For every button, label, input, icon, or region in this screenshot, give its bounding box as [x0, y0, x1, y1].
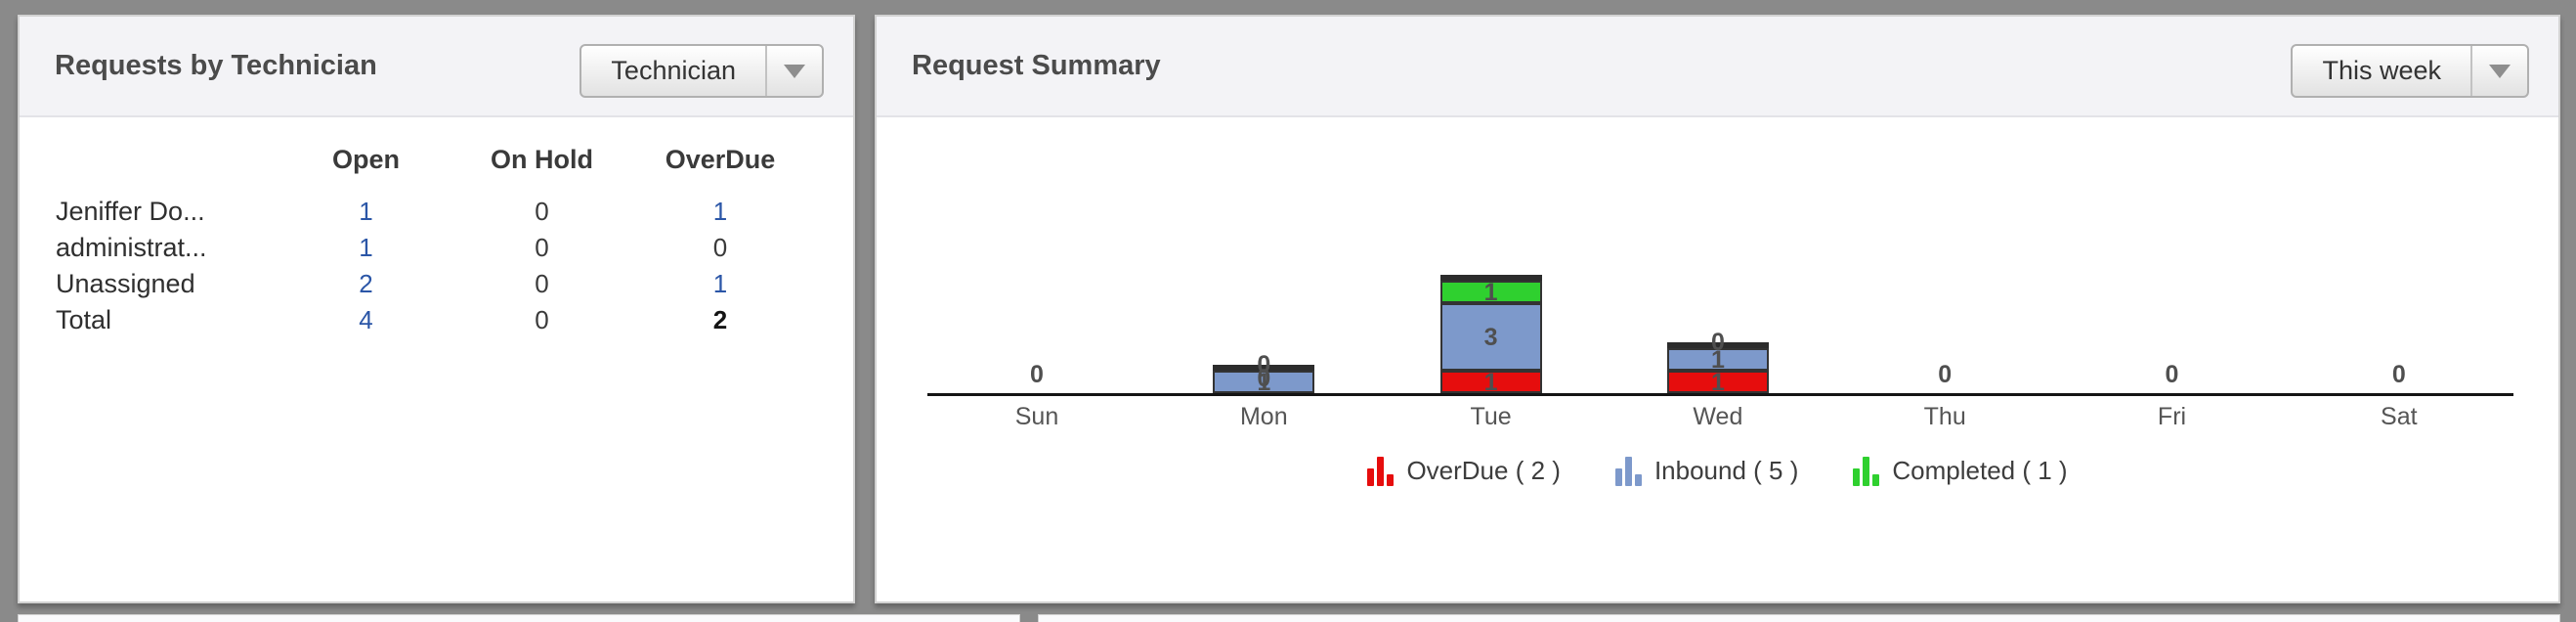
legend-completed-bars-icon: [1853, 455, 1880, 486]
legend-overdue-bars-icon: [1367, 455, 1395, 486]
count-open[interactable]: 2: [359, 269, 373, 298]
day-label-thu: Thu: [1923, 403, 1966, 430]
panel-header: Requests by Technician Technician: [20, 17, 853, 117]
count-overdue: 2: [712, 305, 728, 334]
legend-item-completed[interactable]: Completed ( 1 ): [1853, 455, 2068, 486]
panel-header: Request Summary This week: [877, 17, 2558, 117]
count-open[interactable]: 1: [359, 233, 373, 262]
table-row: administrat... 1 0 0: [56, 230, 789, 266]
technician-name: Unassigned: [56, 269, 195, 298]
bar-segment-completed-tue[interactable]: [1439, 281, 1542, 303]
legend-item-overdue[interactable]: OverDue ( 2 ): [1367, 455, 1561, 486]
period-filter-dropdown[interactable]: This week: [2291, 44, 2529, 98]
legend-inbound-bars-icon: [1614, 455, 1642, 486]
day-label-sun: Sun: [1014, 403, 1059, 430]
chevron-down-icon[interactable]: [2470, 46, 2527, 96]
value-label-overdue-sun: 0: [1030, 361, 1044, 388]
day-label-sat: Sat: [2381, 403, 2418, 430]
bar-segment-overdue-wed[interactable]: [1666, 371, 1769, 393]
column-header-overdue: OverDue: [665, 145, 776, 174]
value-label-completed-mon: 0: [1257, 351, 1271, 378]
bar-segment-overdue-tue[interactable]: [1439, 371, 1542, 393]
value-label-overdue-tue: 1: [1483, 368, 1498, 396]
count-onhold: 0: [535, 305, 549, 334]
technician-name: Jeniffer Do...: [56, 197, 205, 226]
value-label-overdue-sat: 0: [2391, 361, 2406, 388]
technician-table-head: Open On Hold OverDue: [56, 145, 789, 194]
x-axis-line: [927, 393, 2513, 396]
request-summary-panel: Request Summary This week Sun 0 Mon 0 1 0 Tue 1…: [875, 15, 2560, 603]
value-label-inbound-tue: 3: [1483, 323, 1498, 351]
count-onhold: 0: [535, 233, 549, 262]
value-label-inbound-mon: 1: [1257, 368, 1271, 396]
bar-segment-inbound-mon[interactable]: [1213, 371, 1315, 393]
bar-segment-inbound-tue[interactable]: [1439, 303, 1542, 371]
value-label-completed-tue: 1: [1483, 278, 1498, 306]
chart-legend: OverDue ( 2 ) Inbound ( 5 ) Completed ( 1 …: [877, 455, 2558, 486]
technician-table: Open On Hold OverDue Jeniffer Do... 1 0 1 admi…: [56, 145, 789, 338]
next-row-panel-edge: [18, 614, 1020, 622]
count-onhold: 0: [535, 197, 549, 226]
count-onhold: 0: [535, 269, 549, 298]
legend-label: OverDue ( 2 ): [1406, 455, 1561, 485]
day-label-mon: Mon: [1239, 403, 1288, 430]
technician-filter-dropdown[interactable]: Technician: [580, 44, 824, 98]
requests-by-technician-panel: Requests by Technician Technician Open On…: [18, 15, 855, 603]
panel-title: Requests by Technician: [55, 50, 377, 81]
value-label-completed-wed: 0: [1710, 329, 1725, 356]
count-overdue[interactable]: 1: [712, 197, 728, 226]
bar-top-cap: [1213, 365, 1315, 371]
count-overdue[interactable]: 1: [712, 269, 728, 298]
count-open[interactable]: 1: [359, 197, 373, 226]
day-label-tue: Tue: [1470, 403, 1512, 430]
day-label-wed: Wed: [1693, 403, 1743, 430]
next-row-panel-edge: [1038, 614, 2560, 622]
table-row: Total 4 0 2: [56, 302, 789, 338]
technician-name: Total: [56, 305, 112, 334]
technician-name: administrat...: [56, 233, 207, 262]
bar-top-cap: [1666, 342, 1769, 348]
dropdown-selected-value: This week: [2322, 56, 2441, 85]
value-label-overdue-thu: 0: [1938, 361, 1953, 388]
legend-label: Completed ( 1 ): [1892, 455, 2068, 485]
legend-item-inbound[interactable]: Inbound ( 5 ): [1614, 455, 1799, 486]
chevron-down-icon[interactable]: [765, 46, 822, 96]
column-header-blank: [56, 145, 300, 194]
dropdown-selected-value: Technician: [611, 56, 736, 85]
value-label-inbound-wed: 1: [1710, 345, 1725, 374]
count-open[interactable]: 4: [359, 305, 373, 334]
panel-title: Request Summary: [912, 50, 1161, 81]
table-row: Unassigned 2 0 1: [56, 266, 789, 302]
value-label-overdue-fri: 0: [2165, 361, 2179, 388]
table-row: Jeniffer Do... 1 0 1: [56, 194, 789, 230]
bar-top-cap: [1439, 275, 1542, 281]
legend-label: Inbound ( 5 ): [1653, 455, 1799, 485]
column-header-onhold: On Hold: [491, 145, 593, 174]
count-overdue: 0: [712, 233, 728, 262]
request-summary-chart: Sun 0 Mon 0 1 0 Tue 1 3 1 Wed 1 1 0 Thu 0 Fri 0 Sat 0 OverD…: [877, 117, 2558, 601]
technician-table-body: Jeniffer Do... 1 0 1 administrat... 1 0 0 Unassi…: [56, 194, 789, 338]
value-label-overdue-wed: 1: [1710, 368, 1725, 396]
bar-segment-inbound-wed[interactable]: [1666, 348, 1769, 371]
day-label-fri: Fri: [2157, 403, 2187, 430]
value-label-overdue-mon: 0: [1257, 365, 1271, 392]
column-header-open: Open: [331, 145, 400, 174]
